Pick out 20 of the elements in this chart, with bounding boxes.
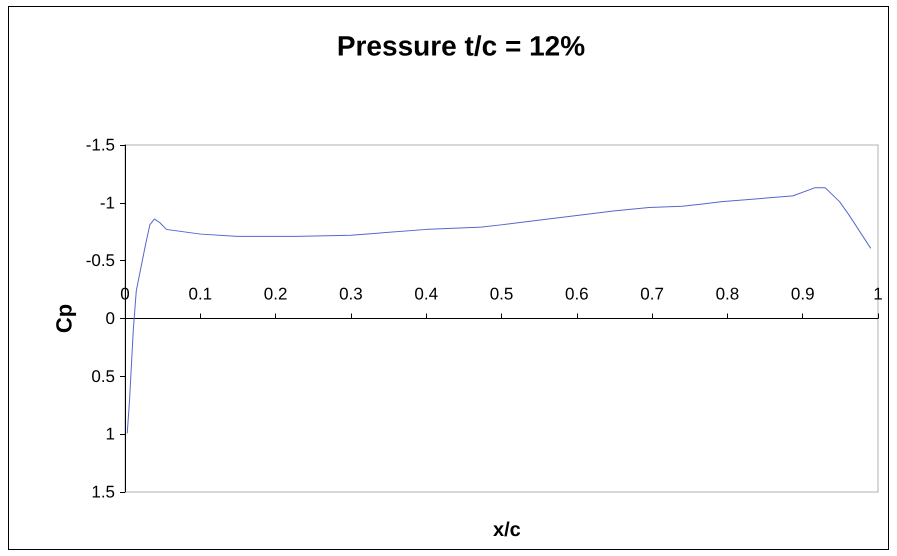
- x-tick-label: 0.5: [490, 284, 514, 304]
- y-tick-label: 1.5: [91, 482, 115, 502]
- x-tick-label: 0.7: [640, 284, 664, 304]
- y-tick-label: -1: [100, 193, 115, 212]
- x-tick-label: 0.1: [188, 284, 212, 304]
- chart-title: Pressure t/c = 12%: [336, 30, 586, 62]
- x-tick-label: 0.8: [716, 284, 740, 304]
- y-tick-label: -1.5: [86, 136, 115, 154]
- x-tick-label: 0.6: [564, 284, 589, 304]
- y-axis-title: Cp: [51, 304, 76, 334]
- x-tick-label: 0.2: [264, 284, 288, 304]
- y-tick-label: 0: [106, 309, 115, 328]
- x-axis-title: x/c: [493, 519, 521, 541]
- y-tick-label: -0.5: [86, 251, 115, 270]
- y-tick-label: 0.5: [91, 366, 115, 386]
- x-tick-label: 0.4: [414, 284, 438, 304]
- y-tick-label: 1: [106, 424, 115, 444]
- x-tick-label: 1: [873, 284, 883, 304]
- x-tick-label: 0.3: [339, 284, 363, 304]
- x-tick-label: 0.9: [790, 284, 815, 304]
